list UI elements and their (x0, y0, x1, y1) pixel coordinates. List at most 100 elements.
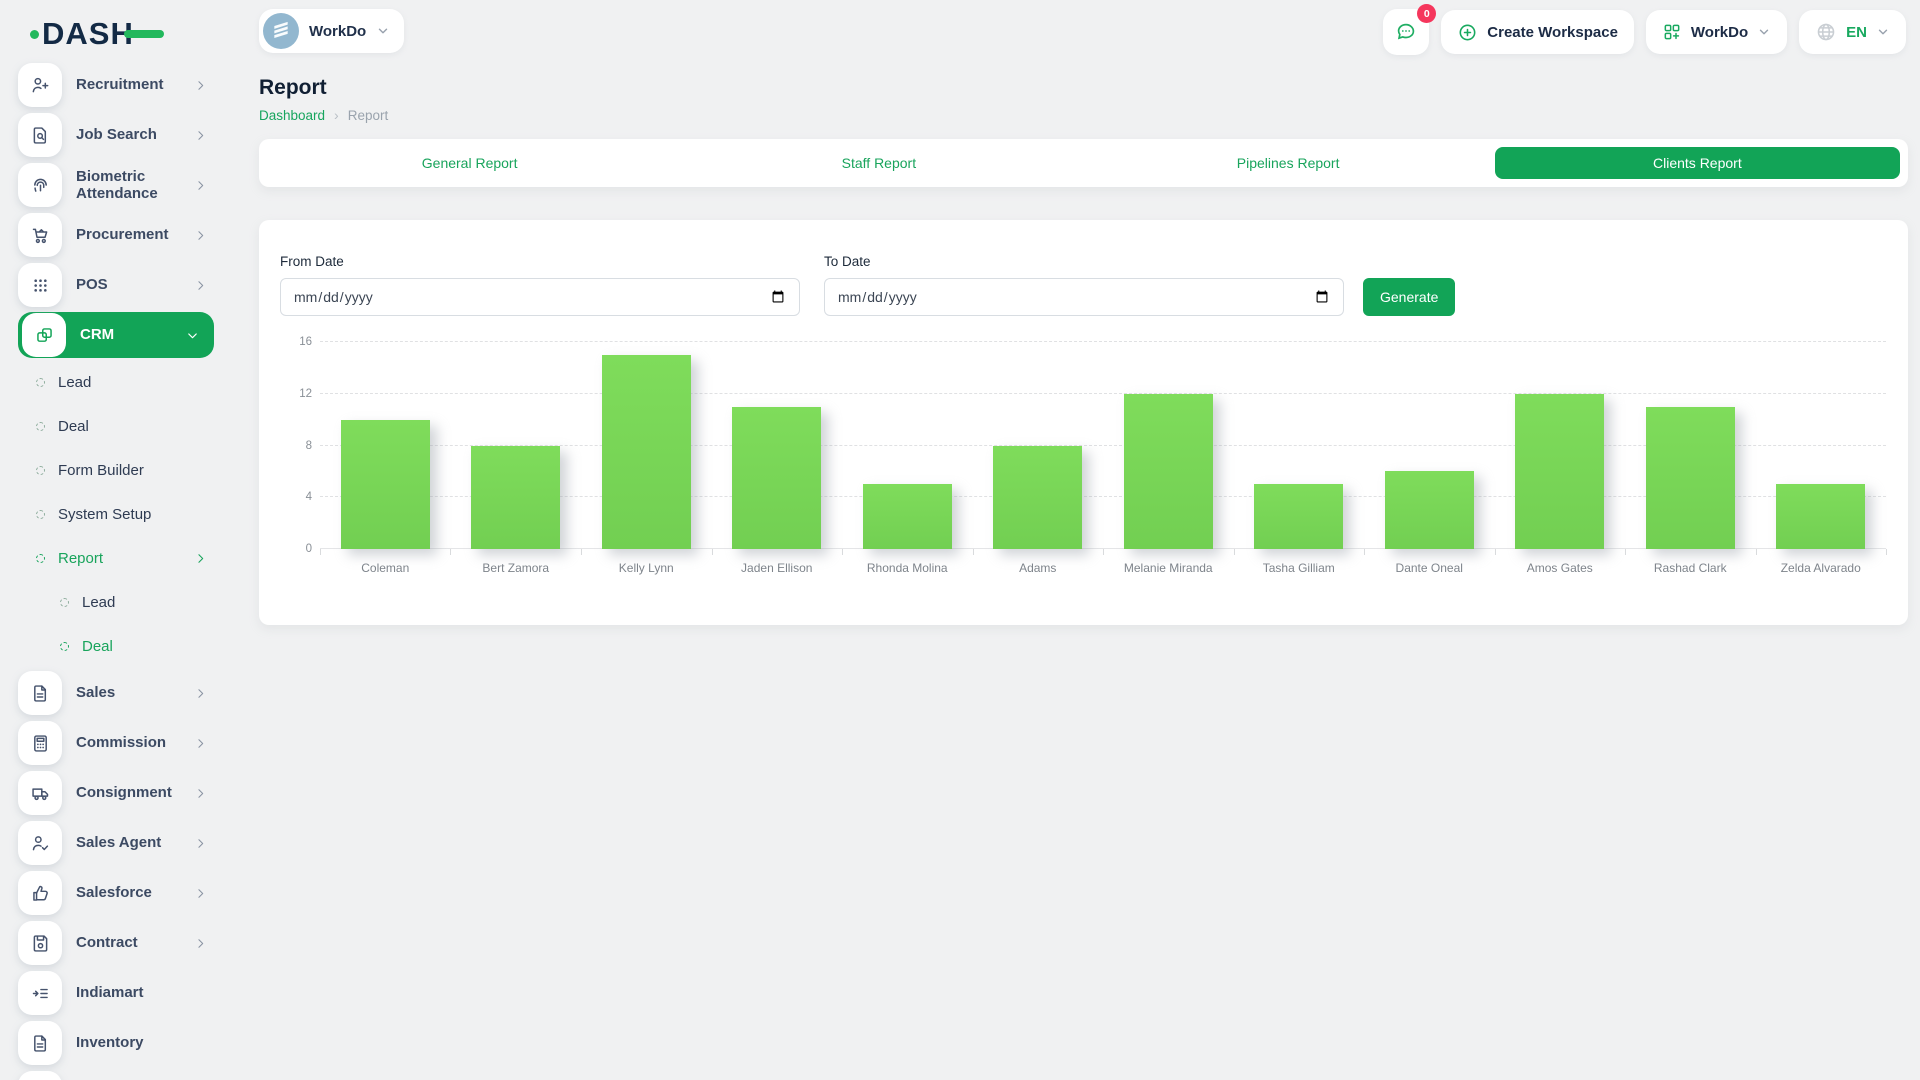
report-card: From Date To Date Generate 0 4 8 12 16 Colem… (259, 220, 1908, 625)
chevron-down-icon (1876, 25, 1890, 39)
truck-icon (18, 771, 62, 815)
page-title: Report (259, 76, 327, 99)
from-date-input[interactable] (280, 278, 800, 316)
language-label: EN (1846, 23, 1867, 41)
bar-dante-oneal (1384, 471, 1474, 549)
sidebar-subitem-label: Deal (58, 417, 89, 435)
sidebar-item-contract[interactable]: Contract (18, 918, 222, 968)
bar-rhonda-molina (862, 484, 952, 549)
sidebar-subitem-report-10[interactable]: Report (18, 536, 222, 580)
sidebar-item-indiamart[interactable]: Indiamart (18, 968, 222, 1018)
chevron-right-icon (193, 278, 208, 293)
sidebar-item-label: Salesforce (76, 884, 152, 902)
bar-slot (1756, 342, 1887, 549)
sidebar-subitem-deal-7[interactable]: Deal (18, 404, 222, 448)
sidebar-item-salesforce[interactable]: Salesforce (18, 868, 222, 918)
y-axis-tick-label: 12 (299, 387, 312, 400)
sidebar-subitem-label: System Setup (58, 505, 152, 523)
x-axis-tick (1886, 549, 1887, 555)
fingerprint-icon (18, 163, 62, 207)
bar-series (320, 342, 1886, 549)
sidebar-item-label: CRM (80, 326, 115, 344)
sidebar-subitem-lead-6[interactable]: Lead (18, 360, 222, 404)
y-axis-tick-label: 16 (299, 336, 312, 348)
chevron-right-icon (193, 736, 208, 751)
sidebar-subitem-deal-12[interactable]: Deal (18, 624, 222, 668)
sidebar-item-label: Job Search (76, 126, 157, 144)
bullet-circle-icon (36, 377, 45, 387)
breadcrumb-dashboard-link[interactable]: Dashboard (259, 107, 326, 123)
to-date-input[interactable] (824, 278, 1344, 316)
workspace-name: WorkDo (309, 22, 367, 40)
breadcrumb: Dashboard › Report (259, 107, 1908, 123)
sidebar: DASH Recruitment Job Search Biometric Atte… (0, 0, 222, 1080)
bar-slot (842, 342, 973, 549)
sidebar-item-sales[interactable]: Sales (18, 668, 222, 718)
sidebar-subitem-lead-11[interactable]: Lead (18, 580, 222, 624)
tab-staff-report[interactable]: Staff Report (841, 155, 917, 171)
user-plus-icon (18, 63, 62, 107)
gridline-y16: 16 (299, 336, 1886, 348)
gridline-y8: 8 (306, 440, 1886, 452)
gridline-y4: 4 (306, 491, 1886, 503)
sidebar-item-biometric-attendance[interactable]: Biometric Attendance (18, 160, 222, 210)
sidebar-item-label: POS (76, 276, 108, 294)
x-axis-category-label: Rhonda Molina (866, 561, 948, 575)
bar-adams (993, 445, 1083, 549)
x-axis-category-label: Amos Gates (1526, 561, 1593, 575)
y-axis-tick-label: 4 (305, 491, 312, 504)
clients-report-chart: 0 4 8 12 16 Coleman Bert Zamora Kelly Lynn Jade… (280, 336, 1887, 575)
sidebar-item-sales-agent[interactable]: Sales Agent (18, 818, 222, 868)
grid-plus-icon (1664, 24, 1680, 40)
sidebar-subitem-system-setup-9[interactable]: System Setup (18, 492, 222, 536)
x-axis-category-label: Kelly Lynn (618, 561, 674, 575)
x-axis-tick (1755, 549, 1757, 555)
app-logo[interactable]: DASH (30, 12, 222, 56)
sidebar-item-crm[interactable]: CRM (18, 312, 214, 358)
x-axis-tick (1625, 549, 1626, 555)
sidebar-item-inventory[interactable]: Inventory (18, 1018, 222, 1068)
topbar: WorkDo 0 Create Workspace (222, 0, 1920, 62)
y-axis-tick-label: 0 (305, 543, 312, 555)
bullet-circle-icon (60, 641, 69, 651)
sidebar-item-procurement[interactable]: Procurement (18, 210, 222, 260)
sidebar-subitem-label: Lead (58, 373, 92, 391)
workspace-pill[interactable]: WorkDo (259, 9, 405, 53)
sidebar-item-pos[interactable]: POS (18, 260, 222, 310)
tab-clients-report[interactable]: Clients Report (1494, 147, 1900, 179)
sidebar-item-label: Commission (76, 734, 167, 752)
tab-pipelines-report[interactable]: Pipelines Report (1236, 155, 1340, 171)
sidebar-subitem-label: Lead (82, 593, 116, 611)
globe-icon (1817, 23, 1835, 41)
chevron-right-icon (193, 178, 208, 193)
workspace-switcher[interactable]: WorkDo (1645, 10, 1788, 54)
chat-icon (1398, 23, 1415, 40)
sidebar-item-label: Indiamart (76, 984, 144, 1002)
sidebar-item-commission[interactable]: Commission (18, 718, 222, 768)
sidebar-item-consignment[interactable]: Consignment (18, 768, 222, 818)
create-workspace-button[interactable]: Create Workspace (1441, 10, 1634, 54)
tab-general-report[interactable]: General Report (421, 155, 518, 171)
file-icon (18, 671, 62, 715)
sidebar-item-recruitment[interactable]: Recruitment (18, 60, 222, 110)
bar-slot (581, 342, 712, 549)
logo-text: DASH (42, 16, 134, 51)
messages-button[interactable]: 0 (1383, 4, 1437, 55)
sidebar-item-label: Contract (76, 934, 138, 952)
x-axis-category-label: Tasha Gilliam (1262, 561, 1335, 575)
doc-search-icon (18, 113, 62, 157)
report-tabs: General Report Staff Report Pipelines Repo… (259, 139, 1908, 187)
sidebar-subitem-form-builder-8[interactable]: Form Builder (18, 448, 222, 492)
bar-slot (451, 342, 582, 549)
x-axis-tick (711, 549, 713, 555)
sidebar-item-item[interactable] (18, 1068, 222, 1080)
chevron-right-icon (193, 228, 208, 243)
sidebar-item-job-search[interactable]: Job Search (18, 110, 222, 160)
sidebar-item-label: Sales Agent (76, 834, 162, 852)
generate-button[interactable]: Generate (1363, 278, 1456, 316)
chevron-right-icon (193, 686, 208, 701)
sidebar-item-label: Sales (76, 684, 116, 702)
x-axis-category-label: Bert Zamora (482, 561, 550, 575)
chevron-right-icon (193, 128, 208, 143)
language-selector[interactable]: EN (1799, 10, 1906, 54)
